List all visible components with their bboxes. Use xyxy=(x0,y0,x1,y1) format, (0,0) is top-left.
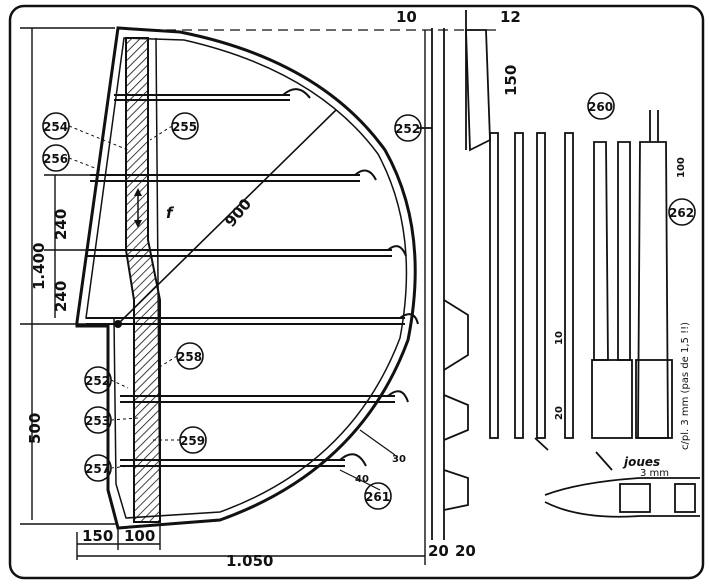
label-r262: 262 xyxy=(669,206,694,220)
label-d20_right: 20 xyxy=(455,542,476,560)
label-r260: 260 xyxy=(588,100,613,114)
dim-bottom xyxy=(76,30,426,565)
wing-ribs xyxy=(86,88,419,467)
label-d30: 30 xyxy=(392,454,406,465)
label-r258: 258 xyxy=(177,350,202,364)
label-d240_upper: 240 xyxy=(52,209,70,240)
label-d900: 900 xyxy=(221,195,255,231)
label-r256: 256 xyxy=(43,152,68,166)
wing-spar xyxy=(125,37,161,523)
joint-detail xyxy=(534,437,700,518)
label-top_left_10: 10 xyxy=(396,8,417,26)
ref-252-right xyxy=(394,114,422,142)
label-r252_top: 252 xyxy=(395,122,420,136)
label-r252_left: 252 xyxy=(85,374,110,388)
label-d1400: 1.400 xyxy=(30,243,48,290)
label-joues_sub: 3 mm xyxy=(640,468,669,479)
label-d150_right: 150 xyxy=(502,65,520,96)
spar-profile xyxy=(418,10,491,540)
label-d40: 40 xyxy=(355,474,369,485)
label-r255: 255 xyxy=(172,120,197,134)
label-d150_bottom: 150 xyxy=(82,527,113,545)
dim-30-40 xyxy=(339,429,396,491)
ref-260 xyxy=(587,92,615,120)
label-r259: 259 xyxy=(180,434,205,448)
label-d1050: 1.050 xyxy=(226,552,273,570)
label-d500: 500 xyxy=(26,413,44,444)
label-top_right_12: 12 xyxy=(500,8,521,26)
drawing-border xyxy=(8,4,705,580)
label-r253: 253 xyxy=(85,414,110,428)
label-d20_left: 20 xyxy=(428,542,449,560)
label-r257: 257 xyxy=(85,462,110,476)
arrow-f: f xyxy=(134,188,175,228)
label-cfl_note: c/pl. 3 mm (pas de 1,5 !!) xyxy=(680,322,691,450)
ref-leaders-left xyxy=(68,125,180,469)
label-d100_right: 100 xyxy=(676,157,687,178)
wing-outline xyxy=(75,26,417,530)
dim-left xyxy=(20,27,118,525)
ref-262 xyxy=(668,198,696,226)
label-d100_bottom: 100 xyxy=(124,527,155,545)
label-r254: 254 xyxy=(43,120,68,134)
label-joues: joues xyxy=(622,455,660,469)
label-r261: 261 xyxy=(365,490,390,504)
label-d10_col: 10 xyxy=(554,331,565,345)
label-d20_col: 20 xyxy=(554,406,565,420)
label-d240_lower: 240 xyxy=(52,281,70,312)
label-f: f xyxy=(166,204,175,222)
strip-columns xyxy=(489,110,673,439)
